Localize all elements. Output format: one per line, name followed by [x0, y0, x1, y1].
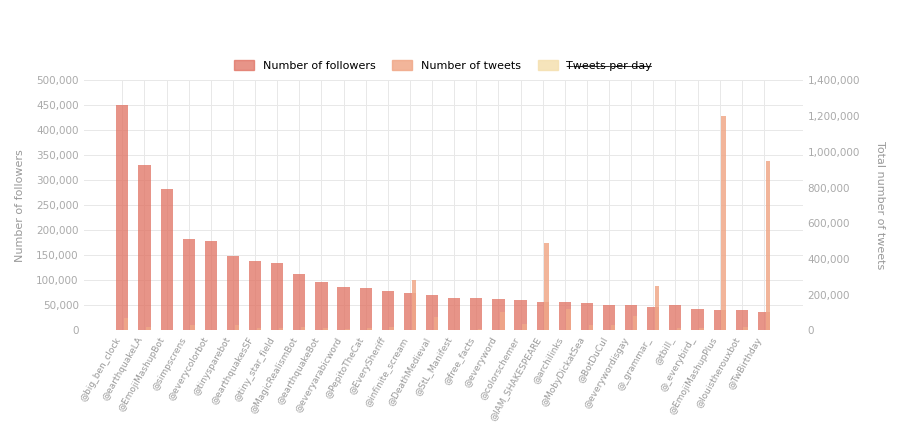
Bar — [758, 312, 770, 330]
Bar — [271, 263, 284, 330]
Bar — [227, 256, 239, 330]
Bar — [256, 328, 261, 330]
Bar — [235, 325, 239, 330]
Bar — [249, 261, 261, 330]
Bar — [139, 166, 150, 330]
Bar — [766, 161, 770, 330]
Bar — [626, 305, 637, 330]
Bar — [390, 327, 394, 330]
Bar — [183, 239, 194, 330]
Bar — [146, 327, 150, 330]
Y-axis label: Number of followers: Number of followers — [15, 149, 25, 262]
Legend: Number of followers, Number of tweets, T̶w̶e̶e̶t̶s̶ ̶p̶e̶r̶ ̶d̶a̶y̶: Number of followers, Number of tweets, T… — [230, 56, 657, 75]
Bar — [470, 298, 482, 330]
Bar — [205, 241, 217, 330]
Y-axis label: Total number of tweets: Total number of tweets — [875, 141, 885, 270]
Bar — [323, 328, 328, 330]
Bar — [315, 282, 328, 330]
Bar — [566, 309, 571, 330]
Bar — [478, 329, 482, 330]
Bar — [301, 327, 305, 330]
Bar — [743, 327, 748, 330]
Bar — [735, 310, 748, 330]
Bar — [367, 328, 372, 330]
Bar — [492, 299, 505, 330]
Bar — [522, 324, 526, 330]
Bar — [338, 288, 350, 330]
Bar — [633, 316, 637, 330]
Bar — [279, 328, 284, 330]
Bar — [721, 116, 725, 330]
Bar — [434, 317, 438, 330]
Bar — [346, 329, 350, 330]
Bar — [515, 300, 526, 330]
Bar — [360, 288, 372, 330]
Bar — [293, 274, 305, 330]
Bar — [691, 309, 704, 330]
Bar — [382, 291, 394, 330]
Bar — [603, 305, 615, 330]
Bar — [448, 298, 460, 330]
Bar — [647, 307, 660, 330]
Bar — [116, 105, 129, 330]
Bar — [670, 305, 681, 330]
Bar — [536, 302, 549, 330]
Bar — [589, 325, 593, 330]
Bar — [655, 286, 660, 330]
Bar — [699, 328, 704, 330]
Bar — [160, 189, 173, 330]
Bar — [191, 325, 194, 330]
Bar — [426, 295, 438, 330]
Bar — [580, 303, 593, 330]
Bar — [559, 302, 571, 330]
Bar — [544, 243, 549, 330]
Bar — [404, 293, 416, 330]
Bar — [411, 281, 416, 330]
Bar — [124, 318, 129, 330]
Bar — [714, 310, 725, 330]
Bar — [500, 312, 505, 330]
Bar — [611, 326, 615, 330]
Bar — [677, 328, 681, 330]
